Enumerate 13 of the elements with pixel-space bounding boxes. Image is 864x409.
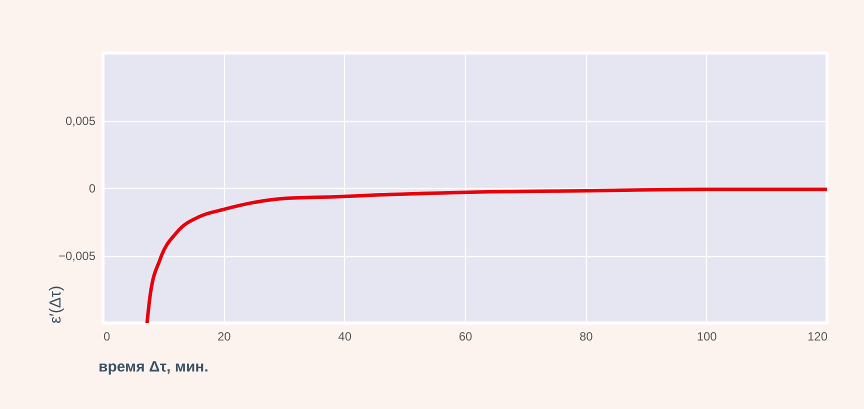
x-tick-label: 20 <box>217 330 232 344</box>
y-tick-label: 0 <box>88 182 96 196</box>
x-tick-label: 120 <box>807 330 828 344</box>
y-tick-label: 0,005 <box>65 114 96 128</box>
x-axis-title: время Δτ, мин. <box>98 358 208 376</box>
x-tick-label: 40 <box>338 330 352 344</box>
x-tick-label: 60 <box>458 330 472 344</box>
x-tick-label: 100 <box>696 330 718 344</box>
y-tick-label: −0,005 <box>58 249 96 263</box>
y-axis-title: ε′(Δτ) <box>48 286 64 324</box>
x-tick-label: 80 <box>579 330 594 344</box>
x-tick-label: 0 <box>104 330 110 344</box>
line-series <box>145 188 827 323</box>
